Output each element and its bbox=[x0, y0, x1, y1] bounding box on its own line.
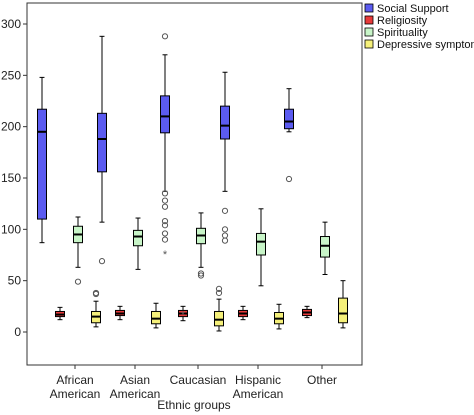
outlier-point bbox=[197, 270, 205, 277]
outlier-point bbox=[221, 237, 229, 244]
legend-swatch bbox=[364, 15, 374, 25]
legend-swatch bbox=[364, 3, 374, 13]
x-tick-label: Hispanic American bbox=[233, 373, 284, 401]
outlier-point bbox=[161, 203, 169, 210]
box-iqr bbox=[338, 297, 348, 324]
x-tick-label: African American bbox=[50, 373, 101, 401]
x-tick-label-line: American bbox=[110, 387, 161, 401]
x-tick-label-line: African bbox=[56, 373, 93, 387]
x-tick-label-line: Other bbox=[307, 373, 337, 387]
box-iqr bbox=[256, 232, 266, 256]
x-tick-label-line: Caucasian bbox=[170, 373, 227, 387]
box-depressive-symptoms bbox=[151, 302, 161, 329]
outlier-point bbox=[161, 236, 169, 243]
box-religiosity bbox=[238, 305, 248, 321]
y-tick-label: 0 bbox=[14, 325, 21, 339]
outlier-point bbox=[221, 207, 229, 214]
box-spirituality bbox=[73, 216, 83, 285]
box-iqr bbox=[37, 108, 47, 220]
x-tick-label-line: Hispanic bbox=[235, 373, 281, 387]
y-tick-label: 300 bbox=[1, 17, 21, 31]
x-tick-label: Other bbox=[307, 373, 337, 387]
box-iqr bbox=[160, 95, 170, 134]
box-groups: ** bbox=[37, 33, 348, 332]
box-religiosity bbox=[302, 305, 312, 319]
box-depressive-symptoms bbox=[338, 280, 348, 329]
box-spirituality bbox=[256, 208, 266, 287]
box-iqr bbox=[151, 310, 161, 325]
outlier-point bbox=[161, 218, 169, 225]
box-iqr bbox=[214, 310, 224, 327]
x-tick-label-line: American bbox=[50, 387, 101, 401]
box-religiosity: * bbox=[178, 305, 188, 322]
x-tick-label: Asian American bbox=[110, 373, 161, 401]
legend-swatch bbox=[364, 27, 374, 37]
legend-label: Religiosity bbox=[377, 15, 428, 27]
y-tick-label: 150 bbox=[1, 171, 21, 185]
legend-label: Depressive symptoms bbox=[377, 39, 474, 51]
outlier-point bbox=[221, 226, 229, 233]
box-iqr bbox=[97, 112, 107, 173]
legend-swatch bbox=[364, 39, 374, 49]
y-tick-label: 100 bbox=[1, 222, 21, 236]
extreme-point: * bbox=[163, 249, 168, 261]
box-social-support: * bbox=[160, 33, 170, 261]
outlier-point bbox=[215, 289, 223, 297]
box-iqr bbox=[220, 105, 230, 140]
legend: Social SupportReligiositySpiritualityDep… bbox=[364, 3, 474, 51]
x-tick-label-line: American bbox=[233, 387, 284, 401]
outlier-point bbox=[215, 285, 223, 292]
outlier-point bbox=[161, 197, 169, 204]
y-axis: 0 50 100 150 200 250 300 bbox=[1, 17, 27, 339]
box-social-support bbox=[220, 71, 230, 244]
box-religiosity bbox=[55, 306, 65, 321]
x-axis-title: Ethnic groups bbox=[157, 398, 230, 412]
extreme-point: * bbox=[181, 310, 186, 322]
legend-label: Social Support bbox=[377, 3, 449, 15]
outlier-point bbox=[92, 290, 100, 298]
outlier-point bbox=[161, 33, 169, 40]
y-tick-label: 250 bbox=[1, 68, 21, 82]
outlier-point bbox=[161, 190, 169, 197]
box-spirituality bbox=[133, 217, 143, 270]
box-iqr bbox=[320, 236, 330, 258]
plot-frame bbox=[26, 2, 363, 366]
box-depressive-symptoms bbox=[274, 303, 284, 330]
box-religiosity bbox=[115, 305, 125, 321]
outlier-point bbox=[161, 222, 169, 229]
outlier-point bbox=[74, 278, 82, 285]
y-tick-label: 50 bbox=[8, 274, 22, 288]
outlier-point bbox=[285, 175, 293, 183]
box-social-support bbox=[97, 35, 107, 265]
box-iqr bbox=[133, 229, 143, 247]
box-depressive-symptoms bbox=[214, 285, 224, 332]
y-tick-label: 200 bbox=[1, 120, 21, 134]
outlier-point bbox=[98, 258, 106, 265]
box-iqr bbox=[284, 108, 294, 130]
box-social-support bbox=[284, 88, 294, 183]
box-depressive-symptoms bbox=[91, 289, 101, 328]
box-social-support bbox=[37, 76, 47, 244]
x-tick-label-line: Asian bbox=[120, 373, 150, 387]
legend-label: Spirituality bbox=[377, 27, 428, 39]
outlier-point bbox=[197, 272, 205, 279]
box-spirituality bbox=[320, 221, 330, 276]
outlier-point bbox=[161, 230, 169, 237]
x-tick-label: Caucasian bbox=[170, 373, 227, 387]
box-spirituality bbox=[196, 212, 206, 279]
